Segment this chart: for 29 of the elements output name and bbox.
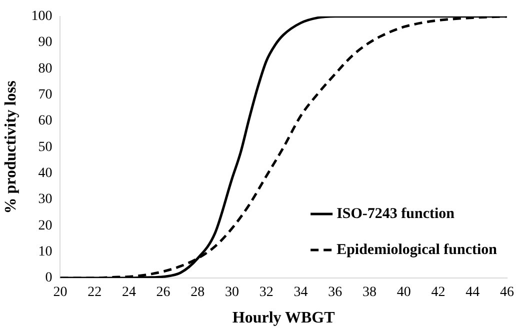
x-tick-label: 24: [122, 285, 136, 300]
x-tick-label: 38: [362, 285, 377, 300]
y-tick-label: 90: [38, 35, 52, 50]
x-tick-label: 46: [500, 285, 514, 300]
x-tick-label: 40: [396, 285, 411, 300]
x-tick-label: 32: [259, 285, 274, 300]
legend-label: Epidemiological function: [336, 242, 498, 258]
y-tick-label: 10: [38, 244, 52, 260]
x-tick-label: 30: [225, 285, 240, 300]
y-tick-label: 0: [45, 270, 52, 286]
y-tick-label: 100: [31, 9, 52, 24]
x-tick-label: 34: [294, 285, 308, 300]
x-tick-label: 28: [190, 285, 205, 300]
x-axis-title: Hourly WBGT: [232, 310, 336, 327]
y-tick-label: 40: [38, 166, 52, 182]
y-tick-label: 60: [38, 114, 52, 129]
x-tick-label: 42: [431, 285, 446, 300]
y-tick-label: 50: [38, 140, 52, 155]
y-tick-label: 80: [38, 61, 52, 76]
x-tick-label: 44: [466, 285, 480, 300]
y-tick-label: 30: [38, 192, 52, 208]
y-tick-label: 70: [38, 88, 52, 103]
x-tick-label: 20: [53, 285, 68, 300]
x-tick-label: 36: [328, 285, 342, 300]
x-tick-label: 22: [88, 285, 102, 300]
y-tick-label: 20: [38, 218, 52, 234]
y-axis-title: % productivity loss: [2, 80, 20, 214]
x-tick-label: 26: [156, 285, 170, 300]
legend-label: ISO-7243 function: [336, 206, 456, 222]
